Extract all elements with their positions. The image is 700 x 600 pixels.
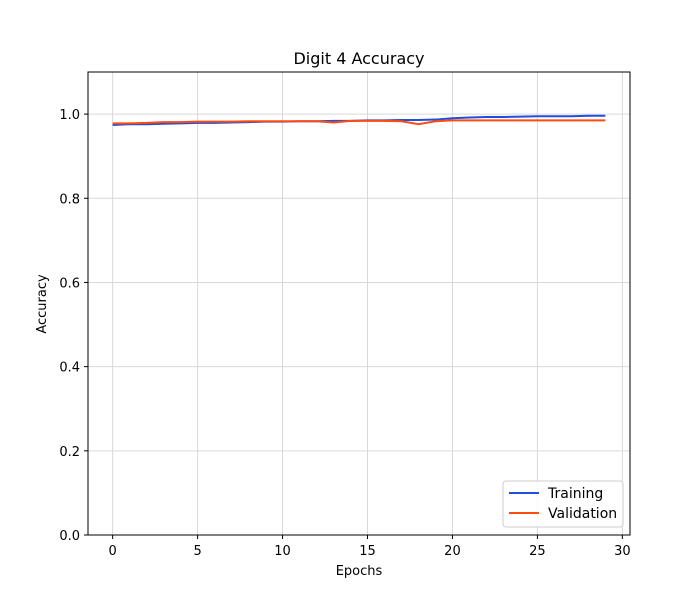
- series-line-validation: [112, 119, 606, 126]
- y-axis-label: Accuracy: [35, 274, 50, 334]
- y-tick-label: 0.2: [59, 445, 80, 460]
- legend-label-validation: Validation: [548, 506, 617, 522]
- legend: Training Validation: [502, 480, 624, 528]
- x-tick-label: 20: [444, 544, 461, 559]
- y-tick-label: 0.0: [59, 529, 80, 544]
- grid-layer: [88, 72, 630, 536]
- y-tick-label: 1.0: [59, 108, 80, 123]
- y-tick-label: 0.4: [59, 361, 80, 376]
- plot-area-frame: [87, 71, 631, 536]
- x-tick-label: 5: [193, 544, 201, 559]
- series-lines: [112, 114, 606, 127]
- x-tick-label: 10: [274, 544, 291, 559]
- x-axis-label: Epochs: [336, 564, 383, 579]
- legend-label-training: Training: [547, 486, 603, 502]
- y-tick-label: 0.8: [59, 192, 80, 207]
- x-tick-label: 15: [359, 544, 376, 559]
- axis-ticks: 0 5 10 15 20 25 30 0.0 0.2 0.4 0.6 0.8 1.0: [59, 108, 630, 559]
- chart-title: Digit 4 Accuracy: [293, 49, 424, 68]
- y-tick-label: 0.6: [59, 276, 80, 291]
- x-tick-label: 25: [529, 544, 546, 559]
- x-tick-label: 0: [108, 544, 116, 559]
- x-tick-label: 30: [614, 544, 631, 559]
